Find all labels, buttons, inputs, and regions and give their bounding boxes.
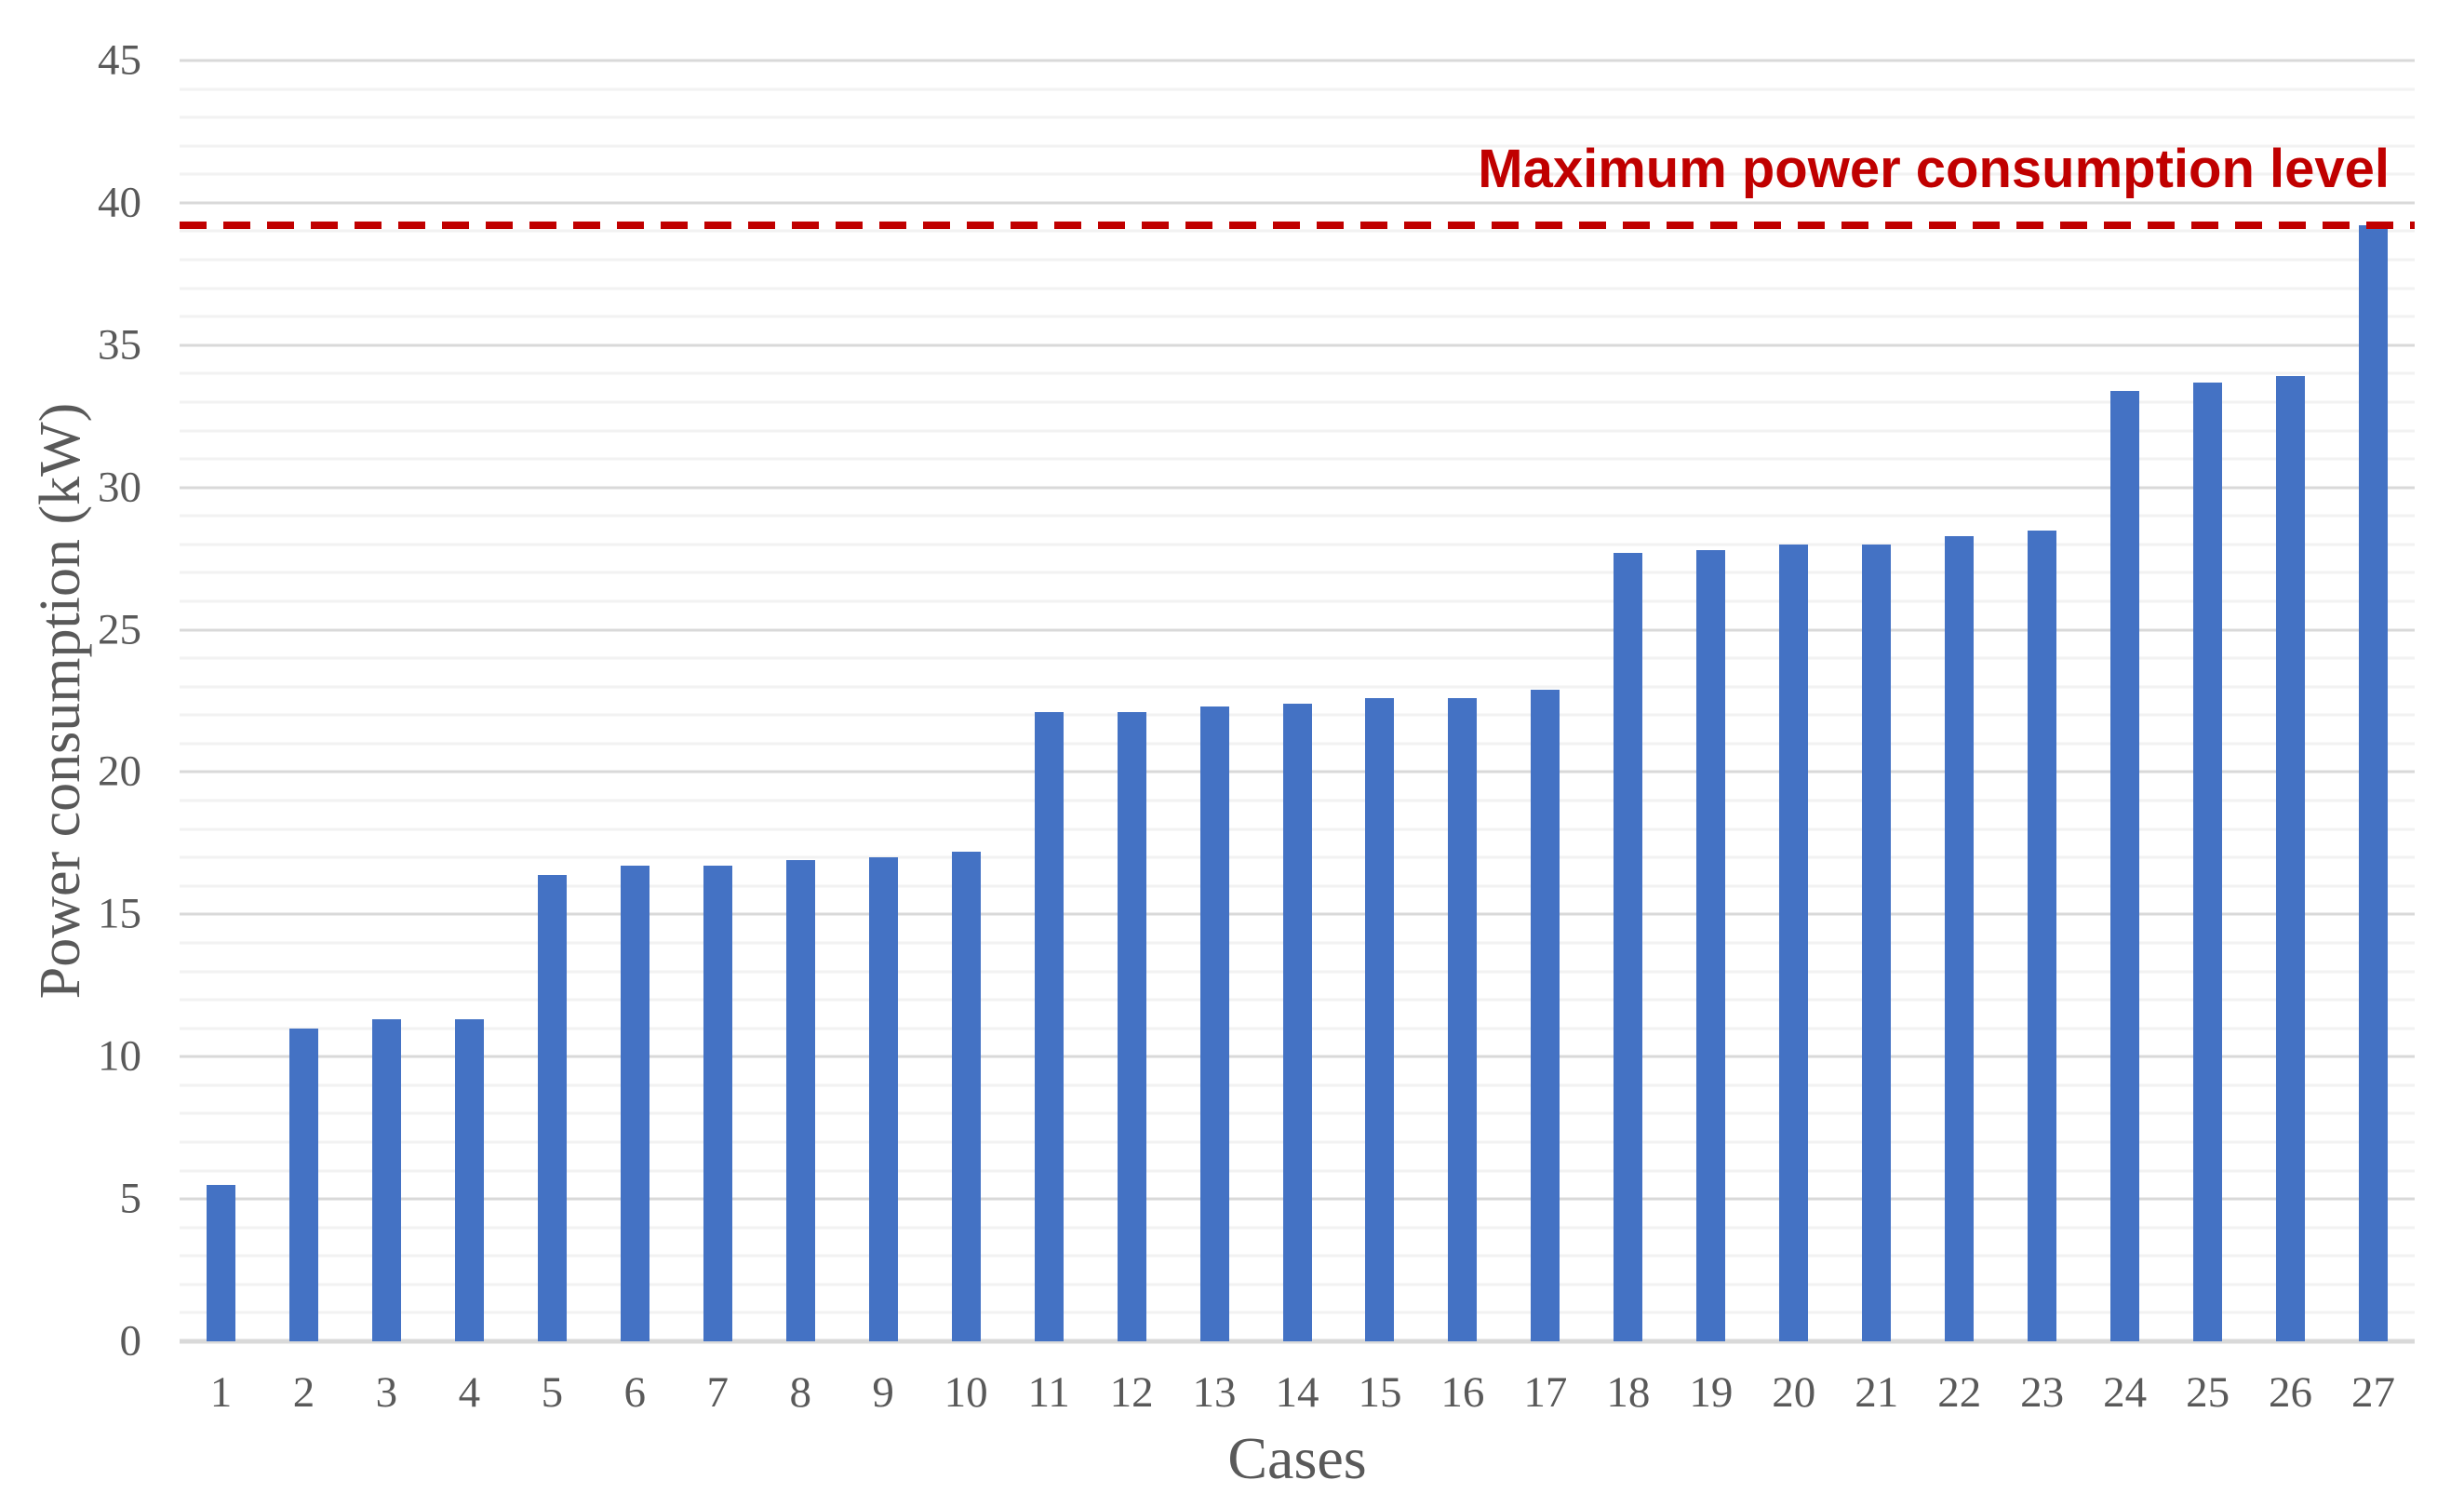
x-tick-label-13: 13 [1192, 1368, 1237, 1417]
y-tick-label-35: 35 [98, 320, 141, 370]
minor-gridline [180, 685, 2415, 689]
bar-case-19 [1696, 549, 1726, 1341]
y-tick-label-15: 15 [98, 889, 141, 938]
bar-case-4 [454, 1019, 484, 1341]
x-tick-label-2: 2 [292, 1368, 315, 1417]
bar-case-17 [1531, 689, 1560, 1341]
minor-gridline [180, 115, 2415, 119]
y-tick-label-20: 20 [98, 747, 141, 796]
minor-gridline [180, 287, 2415, 290]
x-tick-label-9: 9 [872, 1368, 894, 1417]
y-tick-label-5: 5 [119, 1174, 142, 1223]
minor-gridline [180, 315, 2415, 318]
bar-case-3 [371, 1019, 401, 1341]
minor-gridline [180, 571, 2415, 574]
minor-gridline [180, 258, 2415, 262]
minor-gridline [180, 514, 2415, 518]
major-gridline [180, 486, 2415, 490]
x-tick-label-14: 14 [1275, 1368, 1319, 1417]
bar-case-8 [785, 860, 815, 1341]
x-tick-label-22: 22 [1937, 1368, 1982, 1417]
x-tick-label-10: 10 [944, 1368, 988, 1417]
bar-case-24 [2110, 390, 2140, 1341]
y-tick-label-30: 30 [98, 463, 141, 512]
x-tick-label-23: 23 [2020, 1368, 2065, 1417]
bar-case-5 [537, 874, 567, 1341]
bar-case-12 [1117, 712, 1146, 1341]
major-gridline [180, 59, 2415, 62]
minor-gridline [180, 457, 2415, 461]
y-axis-tick-labels: 0 5 10 15 20 25 30 35 40 45 [0, 38, 142, 1363]
y-tick-label-40: 40 [98, 178, 141, 227]
bar-case-7 [703, 866, 732, 1341]
x-tick-label-17: 17 [1523, 1368, 1568, 1417]
y-tick-label-0: 0 [119, 1316, 142, 1366]
x-tick-label-20: 20 [1772, 1368, 1816, 1417]
bar-case-6 [620, 866, 649, 1341]
x-tick-label-21: 21 [1855, 1368, 1899, 1417]
x-tick-label-4: 4 [458, 1368, 481, 1417]
bar-case-23 [2028, 530, 2057, 1341]
x-tick-label-3: 3 [375, 1368, 398, 1417]
bar-case-27 [2359, 225, 2389, 1341]
x-tick-label-18: 18 [1606, 1368, 1651, 1417]
x-tick-label-12: 12 [1109, 1368, 1154, 1417]
x-tick-label-25: 25 [2186, 1368, 2230, 1417]
bar-case-14 [1282, 704, 1312, 1341]
x-tick-label-16: 16 [1440, 1368, 1485, 1417]
x-tick-label-6: 6 [623, 1368, 647, 1417]
minor-gridline [180, 172, 2415, 176]
minor-gridline [180, 87, 2415, 91]
minor-gridline [180, 144, 2415, 148]
bar-case-1 [206, 1184, 235, 1341]
bar-case-20 [1779, 544, 1809, 1341]
minor-gridline [180, 400, 2415, 404]
x-tick-label-11: 11 [1027, 1368, 1070, 1417]
bar-case-26 [2276, 376, 2306, 1341]
x-tick-label-5: 5 [541, 1368, 564, 1417]
x-tick-label-27: 27 [2351, 1368, 2396, 1417]
bar-case-9 [868, 857, 898, 1341]
minor-gridline [180, 599, 2415, 603]
bar-case-18 [1614, 553, 1643, 1341]
minor-gridline [180, 229, 2415, 233]
x-tick-label-24: 24 [2103, 1368, 2148, 1417]
bar-case-13 [1199, 706, 1229, 1341]
bar-case-22 [1945, 535, 1975, 1341]
bar-case-16 [1448, 697, 1478, 1341]
x-tick-label-8: 8 [789, 1368, 811, 1417]
bar-case-2 [288, 1028, 318, 1341]
y-tick-label-25: 25 [98, 605, 141, 654]
max-power-annotation-label: Maximum power consumption level [1478, 139, 2390, 199]
x-tick-label-19: 19 [1689, 1368, 1734, 1417]
minor-gridline [180, 371, 2415, 375]
major-gridline [180, 343, 2415, 347]
bar-case-21 [1862, 544, 1892, 1341]
major-gridline [180, 201, 2415, 205]
major-gridline [180, 628, 2415, 632]
x-axis-title: Cases [1227, 1425, 1367, 1491]
bar-case-10 [951, 852, 981, 1341]
x-axis-baseline [180, 1339, 2415, 1344]
y-tick-label-45: 45 [98, 35, 141, 85]
bar-case-15 [1365, 697, 1395, 1341]
y-tick-label-10: 10 [98, 1031, 141, 1081]
plot-area [180, 59, 2415, 1344]
x-tick-label-7: 7 [706, 1368, 730, 1417]
minor-gridline [180, 429, 2415, 433]
max-power-dashed-line [180, 222, 2415, 230]
minor-gridline [180, 543, 2415, 546]
x-tick-label-15: 15 [1358, 1368, 1402, 1417]
x-axis-tick-labels: 1 2 3 4 5 6 7 8 9 10 11 12 13 14 15 16 17 18 19 20 21 22 23 24 2… [180, 1366, 2415, 1419]
x-tick-label-1: 1 [209, 1368, 233, 1417]
bar-case-11 [1034, 712, 1064, 1341]
bar-case-25 [2193, 382, 2223, 1341]
minor-gridline [180, 656, 2415, 660]
x-tick-label-26: 26 [2269, 1368, 2313, 1417]
